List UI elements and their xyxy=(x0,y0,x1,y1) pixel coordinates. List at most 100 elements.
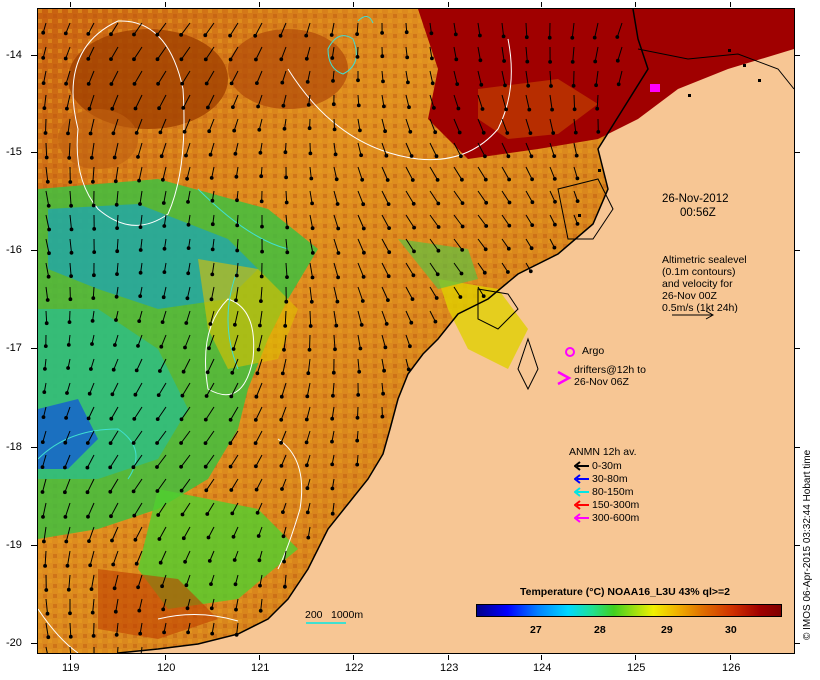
velocity-arrow xyxy=(68,142,71,158)
velocity-arrow xyxy=(163,190,167,204)
velocity-arrow xyxy=(477,190,487,204)
velocity-arrow-head xyxy=(115,226,119,231)
velocity-arrow xyxy=(381,190,390,205)
velocity-arrow xyxy=(381,262,390,277)
altimetry-line: Altimetric sealevel xyxy=(662,254,747,266)
lon-tick-label: 122 xyxy=(345,662,364,674)
velocity-arrow-head xyxy=(162,246,167,251)
lon-tick xyxy=(541,2,542,7)
velocity-arrow xyxy=(88,406,95,419)
velocity-arrow-head xyxy=(480,107,485,111)
velocity-arrow xyxy=(573,142,578,156)
lat-tick xyxy=(794,152,800,153)
velocity-arrow-head xyxy=(525,59,530,64)
velocity-arrow-head xyxy=(330,486,335,491)
velocity-arrow-head xyxy=(483,154,487,159)
velocity-arrow xyxy=(453,22,457,35)
velocity-arrow xyxy=(477,238,487,250)
velocity-arrow-head xyxy=(186,630,191,635)
velocity-arrow-head xyxy=(66,366,71,370)
velocity-arrow xyxy=(257,94,263,107)
velocity-arrow-head xyxy=(85,465,90,470)
velocity-arrow-head xyxy=(69,203,73,208)
velocity-arrow-head xyxy=(279,417,284,422)
velocity-arrow-head xyxy=(356,78,360,83)
velocity-arrow xyxy=(549,166,556,180)
velocity-arrow-head xyxy=(160,584,164,589)
velocity-arrow-head xyxy=(306,103,311,107)
velocity-arrow xyxy=(138,598,143,611)
velocity-arrow-head xyxy=(234,632,239,637)
velocity-arrow xyxy=(86,454,95,468)
velocity-arrow-head xyxy=(155,489,160,493)
velocity-arrow-head xyxy=(204,488,209,493)
velocity-arrow-head xyxy=(506,246,511,251)
contour-legend-1000: 1000m xyxy=(331,609,364,621)
velocity-arrow-head xyxy=(310,275,315,280)
velocity-arrow xyxy=(309,262,313,278)
lon-tick-label: 121 xyxy=(251,662,270,674)
velocity-arrow-head xyxy=(210,631,215,636)
velocity-arrow-head xyxy=(234,273,239,278)
velocity-arrow-head xyxy=(282,559,287,564)
colorbar xyxy=(476,604,782,617)
velocity-arrow xyxy=(133,22,143,35)
velocity-arrow-head xyxy=(329,33,334,37)
velocity-arrow-head xyxy=(233,582,238,587)
velocity-arrow-head xyxy=(41,56,46,60)
velocity-arrow xyxy=(381,238,390,253)
velocity-arrow xyxy=(45,238,50,254)
velocity-arrow-head xyxy=(310,201,315,206)
velocity-arrow-head xyxy=(233,322,237,327)
velocity-arrow-head xyxy=(307,347,312,352)
velocity-arrow-head xyxy=(259,174,264,179)
velocity-arrow xyxy=(381,286,389,301)
velocity-arrow-head xyxy=(358,128,362,133)
velocity-arrow xyxy=(306,406,311,420)
credit-text: © IMOS 06-Apr-2015 03:32:44 Hobart time xyxy=(802,449,813,640)
velocity-arrow xyxy=(405,334,411,347)
velocity-arrow-head xyxy=(157,106,161,111)
velocity-arrow-head xyxy=(258,150,263,155)
velocity-arrow-head xyxy=(110,106,115,111)
velocity-arrow-head xyxy=(453,32,458,37)
velocity-arrow-head xyxy=(43,131,48,135)
velocity-arrow xyxy=(381,310,388,325)
velocity-arrow-head xyxy=(359,153,364,158)
velocity-arrow xyxy=(208,118,215,132)
drifters-line: 26-Nov 06Z xyxy=(574,376,629,388)
velocity-arrow-head xyxy=(203,464,208,469)
velocity-arrow-head xyxy=(360,177,365,182)
velocity-arrow-head xyxy=(434,154,439,159)
velocity-arrow-head xyxy=(185,176,190,181)
velocity-arrow xyxy=(309,166,312,179)
velocity-arrow-head xyxy=(575,199,580,204)
velocity-arrow xyxy=(234,310,239,325)
velocity-arrow-head xyxy=(88,563,93,568)
velocity-arrow xyxy=(525,94,530,110)
velocity-arrow xyxy=(236,238,239,251)
velocity-arrow xyxy=(501,142,509,157)
velocity-arrow xyxy=(357,214,365,229)
velocity-arrow xyxy=(133,478,143,492)
velocity-arrow-head xyxy=(505,131,510,135)
velocity-arrow-head xyxy=(387,250,392,255)
velocity-arrow-head xyxy=(155,57,160,62)
velocity-arrow-head xyxy=(136,344,140,348)
velocity-arrow xyxy=(45,286,49,301)
velocity-arrow-head xyxy=(381,391,386,396)
velocity-arrow-head xyxy=(615,58,620,63)
velocity-arrow-head xyxy=(181,536,186,541)
velocity-arrow-head xyxy=(206,535,211,540)
velocity-arrow-head xyxy=(506,154,511,159)
velocity-arrow xyxy=(158,94,167,109)
velocity-arrow xyxy=(65,406,71,419)
velocity-arrow xyxy=(112,550,119,565)
velocity-arrow-head xyxy=(113,179,118,184)
velocity-arrow xyxy=(42,502,47,518)
lon-tick xyxy=(259,2,260,7)
velocity-arrow xyxy=(357,118,361,131)
velocity-arrow-head xyxy=(385,178,390,182)
velocity-arrow-head xyxy=(184,583,189,588)
velocity-arrow-head xyxy=(69,227,74,232)
